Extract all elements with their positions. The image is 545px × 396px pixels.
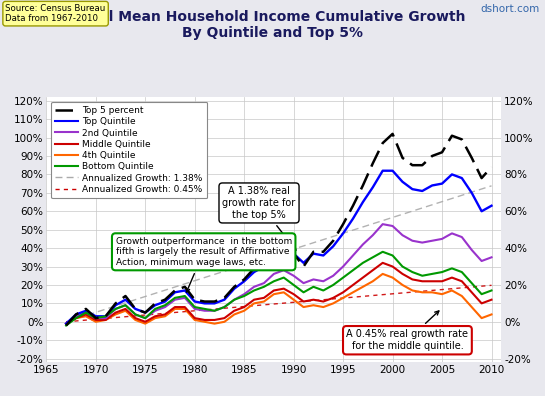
Legend: Top 5 percent, Top Quintile, 2nd Quintile, Middle Quintile, 4th Quintile, Bottom: Top 5 percent, Top Quintile, 2nd Quintil…: [51, 101, 207, 198]
Text: Real Mean Household Income Cumulative Growth: Real Mean Household Income Cumulative Gr…: [79, 10, 466, 24]
Text: Growth outperformance  in the bottom
fifth is largely the result of Affirmative
: Growth outperformance in the bottom fift…: [116, 237, 292, 292]
Text: dshort.com: dshort.com: [480, 4, 540, 14]
Text: A 1.38% real
growth rate for
the top 5%: A 1.38% real growth rate for the top 5%: [222, 187, 296, 250]
Text: A 0.45% real growth rate
for the middle quintile.: A 0.45% real growth rate for the middle …: [347, 311, 468, 351]
Text: By Quintile and Top 5%: By Quintile and Top 5%: [182, 26, 363, 40]
Text: Source: Census Bureau
Data from 1967-2010: Source: Census Bureau Data from 1967-201…: [5, 4, 106, 23]
